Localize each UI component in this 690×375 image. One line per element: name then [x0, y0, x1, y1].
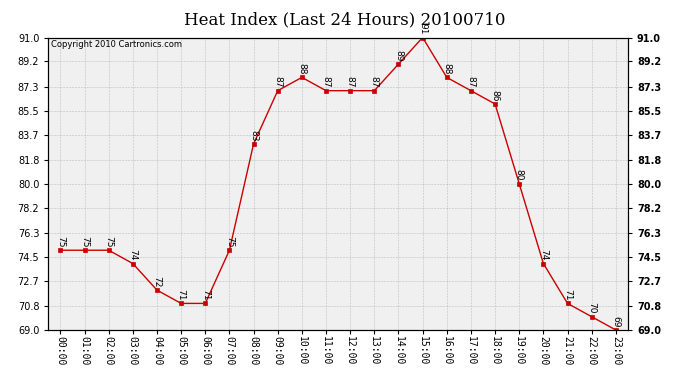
Text: 71: 71 — [177, 289, 186, 301]
Text: 75: 75 — [225, 236, 234, 248]
Text: 87: 87 — [273, 76, 282, 88]
Text: 83: 83 — [249, 130, 258, 141]
Text: 87: 87 — [370, 76, 379, 88]
Text: 91: 91 — [418, 23, 427, 35]
Text: 75: 75 — [56, 236, 65, 248]
Text: 75: 75 — [104, 236, 113, 248]
Text: 74: 74 — [539, 249, 548, 261]
Text: 74: 74 — [128, 249, 137, 261]
Text: 70: 70 — [587, 302, 596, 314]
Text: 71: 71 — [201, 289, 210, 301]
Text: 88: 88 — [442, 63, 451, 75]
Text: 71: 71 — [563, 289, 572, 301]
Text: Heat Index (Last 24 Hours) 20100710: Heat Index (Last 24 Hours) 20100710 — [184, 11, 506, 28]
Text: 72: 72 — [152, 276, 161, 287]
Text: 86: 86 — [491, 90, 500, 101]
Text: 88: 88 — [297, 63, 306, 75]
Text: 80: 80 — [515, 170, 524, 181]
Text: 87: 87 — [346, 76, 355, 88]
Text: 87: 87 — [466, 76, 475, 88]
Text: 87: 87 — [322, 76, 331, 88]
Text: Copyright 2010 Cartronics.com: Copyright 2010 Cartronics.com — [51, 40, 182, 50]
Text: 75: 75 — [80, 236, 89, 248]
Text: 89: 89 — [394, 50, 403, 62]
Text: 69: 69 — [611, 316, 620, 327]
